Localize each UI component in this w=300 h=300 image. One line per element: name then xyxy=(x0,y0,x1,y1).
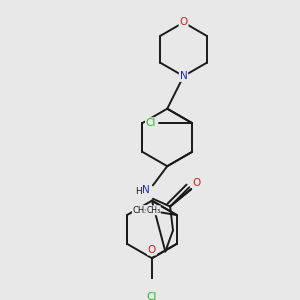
Text: N: N xyxy=(180,71,188,81)
Text: N: N xyxy=(142,185,150,195)
Text: CH₃: CH₃ xyxy=(146,206,160,215)
Text: O: O xyxy=(179,17,188,28)
Text: H: H xyxy=(135,187,142,196)
Text: Cl: Cl xyxy=(147,292,157,300)
Text: CH₃: CH₃ xyxy=(133,206,148,215)
Text: Cl: Cl xyxy=(146,118,156,128)
Text: O: O xyxy=(148,244,156,255)
Text: O: O xyxy=(193,178,201,188)
